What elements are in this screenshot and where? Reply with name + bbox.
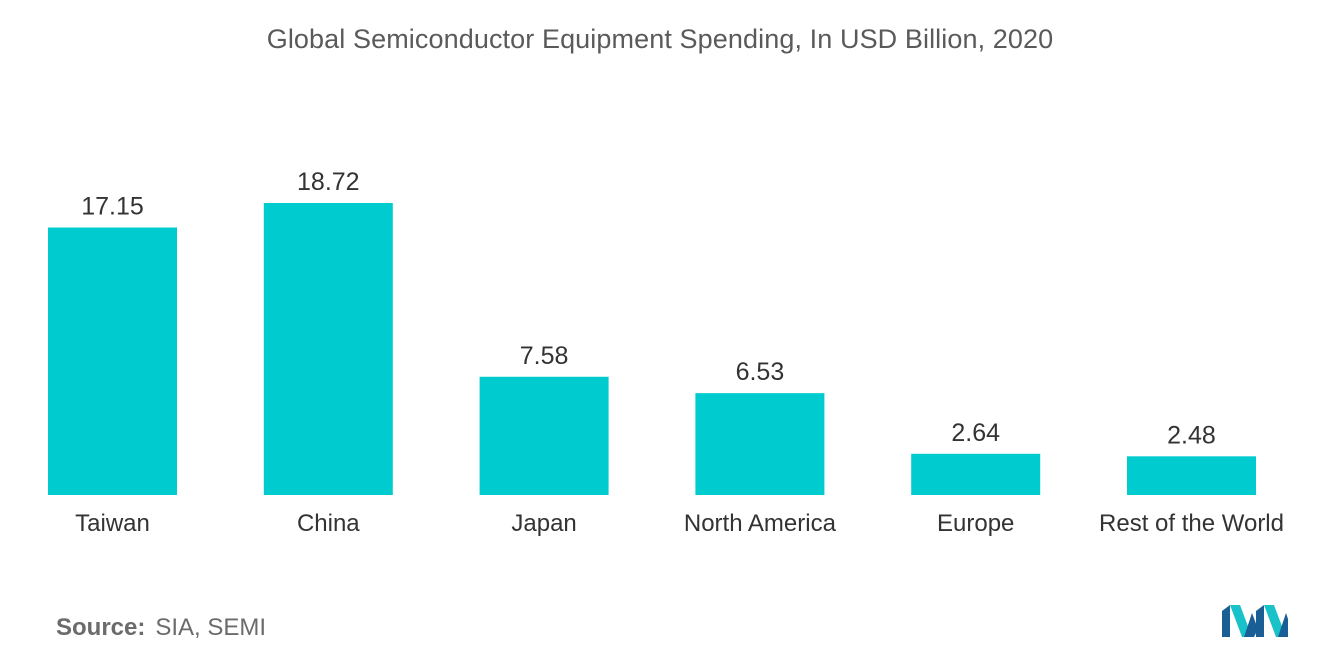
category-label-rest-of-the-world: Rest of the World [1099,510,1284,537]
source-text: SIA, SEMI [155,614,267,641]
category-label-europe: Europe [937,510,1014,537]
category-label-taiwan: Taiwan [75,510,150,537]
bar-japan [479,376,609,495]
bar-china [263,203,393,495]
category-label-china: China [297,510,360,537]
category-label-japan: Japan [511,510,576,537]
mordor-intelligence-logo-icon [1222,605,1288,637]
value-label-china: 18.72 [297,168,360,196]
bar-taiwan [48,227,177,495]
bar-europe [911,453,1041,495]
category-label-north-america: North America [684,510,837,537]
value-label-europe: 2.64 [951,419,1000,447]
value-label-north-america: 6.53 [736,358,785,386]
value-label-japan: 7.58 [520,342,569,370]
value-label-taiwan: 17.15 [81,192,144,220]
source-label: Source: [56,614,146,641]
value-label-rest-of-the-world: 2.48 [1167,421,1216,449]
bar-north-america [695,393,825,495]
bar-rest-of-the-world [1127,456,1256,495]
source-note: Source: SIA, SEMI [56,614,266,642]
chart-title: Global Semiconductor Equipment Spending,… [266,24,1054,54]
